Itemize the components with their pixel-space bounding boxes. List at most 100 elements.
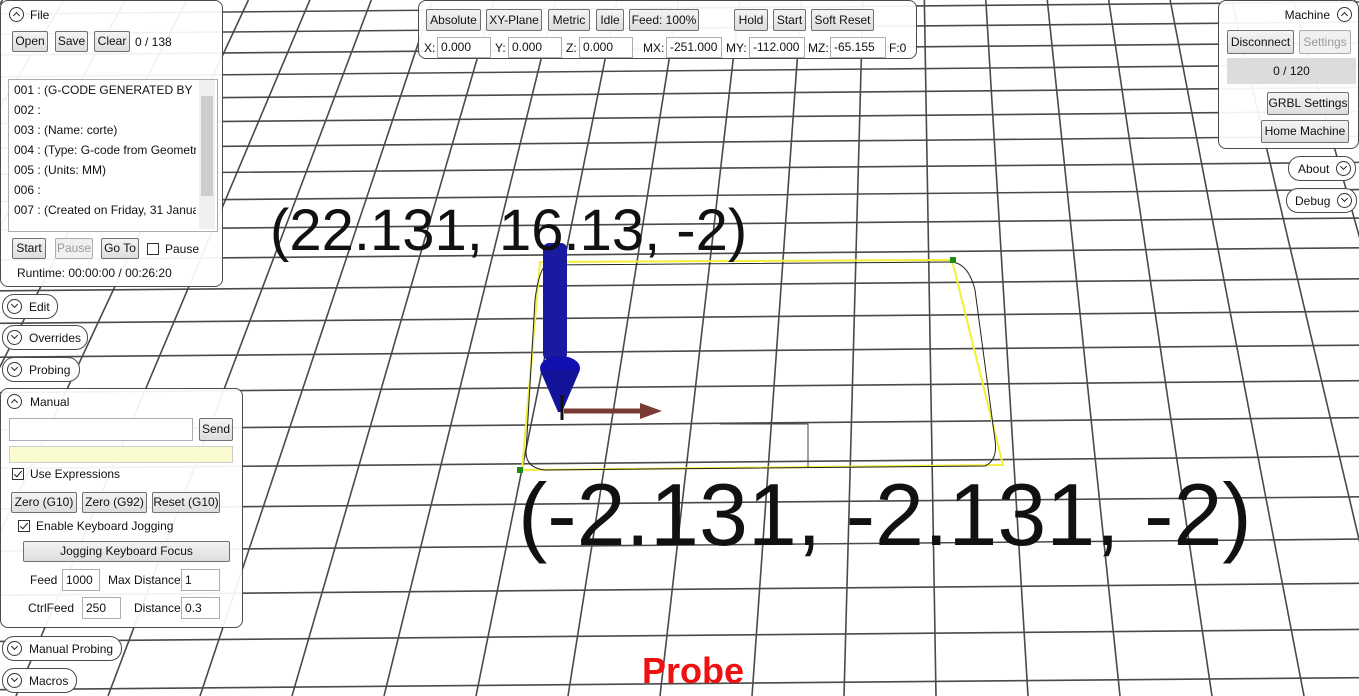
expand-icon[interactable] — [7, 299, 22, 314]
pause-button[interactable]: Pause — [55, 238, 93, 259]
grid-line — [0, 110, 1359, 125]
collapse-icon[interactable] — [7, 394, 22, 409]
section-title: Debug — [1295, 194, 1331, 208]
coord-value: -65.155 — [830, 37, 886, 58]
grbl-settings-button[interactable]: GRBL Settings — [1267, 92, 1349, 115]
coord-label: MZ: — [808, 41, 829, 55]
expand-icon[interactable] — [7, 673, 22, 688]
edit-section[interactable]: Edit — [2, 294, 58, 319]
gcode-line[interactable]: 006 : — [14, 183, 41, 197]
grid-line — [751, 0, 803, 696]
ctrl-feed-input[interactable]: 250 — [82, 597, 121, 619]
grid-line — [383, 0, 557, 696]
coord-label: Y: — [495, 41, 506, 55]
zero-g10-button[interactable]: Zero (G10) — [11, 492, 77, 513]
collapse-icon[interactable] — [1337, 7, 1352, 22]
scrollbar[interactable] — [199, 80, 215, 229]
toolpath-pocket — [720, 423, 809, 468]
gcode-line[interactable]: 005 : (Units: MM) — [14, 163, 107, 177]
toolbar-button[interactable]: Feed: 100% — [629, 9, 699, 31]
field-label: CtrlFeed — [28, 601, 75, 615]
send-button[interactable]: Send — [199, 418, 233, 441]
reset-g10-button[interactable]: Reset (G10) — [152, 492, 220, 513]
manual-probing-section[interactable]: Manual Probing — [2, 636, 122, 661]
toolbar-button[interactable]: Absolute — [426, 9, 481, 31]
progress-bar: 0 / 120 — [1227, 58, 1356, 84]
grid-line — [923, 0, 937, 696]
settings-button[interactable]: Settings — [1299, 30, 1351, 54]
panel-title: Machine — [1284, 8, 1330, 22]
gcode-line[interactable]: 001 : (G-CODE GENERATED BY FLA — [14, 83, 196, 97]
pause-checkbox[interactable] — [147, 243, 159, 255]
disconnect-button[interactable]: Disconnect — [1227, 30, 1294, 54]
scroll-thumb[interactable] — [201, 96, 213, 196]
line-count: 0 / 138 — [135, 35, 172, 49]
expand-icon[interactable] — [7, 330, 22, 345]
use-expressions-checkbox[interactable] — [12, 468, 24, 480]
feed-rate: F:0 — [889, 41, 907, 55]
section-title: Overrides — [29, 331, 82, 345]
about-section[interactable]: About — [1288, 156, 1356, 181]
runtime: Runtime: 00:00:00 / 00:26:20 — [17, 266, 172, 280]
save-button[interactable]: Save — [55, 31, 88, 52]
gcode-line[interactable]: 003 : (Name: corte) — [14, 123, 118, 137]
feed-input[interactable]: 1000 — [62, 569, 100, 591]
checkbox-label: Pause — [165, 242, 200, 256]
overrides-section[interactable]: Overrides — [2, 325, 88, 350]
machine-panel: Machine Disconnect Settings 0 / 120 GRBL… — [1218, 0, 1359, 149]
expand-icon[interactable] — [1337, 193, 1352, 208]
coord-value: -112.000 — [749, 37, 805, 58]
enable-jogging-checkbox[interactable] — [18, 520, 30, 532]
grid-line — [0, 135, 1359, 150]
manual-panel: Manual Send Use Expressions Zero (G10) Z… — [0, 388, 243, 628]
toolbar-button[interactable]: XY-Plane — [486, 9, 542, 31]
zero-g92-button[interactable]: Zero (G92) — [82, 492, 147, 513]
distance-input[interactable]: 0.3 — [181, 597, 220, 619]
toolbar-button[interactable]: Start — [773, 9, 806, 31]
toolbar-button[interactable]: Hold — [734, 9, 768, 31]
bound-marker — [517, 467, 523, 473]
status-label: Probe — [642, 650, 744, 691]
field-label: Feed — [30, 573, 58, 587]
checkbox-label: Use Expressions — [30, 467, 121, 481]
toolbar-button[interactable]: Idle — [596, 9, 624, 31]
max-distance-input[interactable]: 1 — [181, 569, 220, 591]
grid-line — [0, 628, 1359, 643]
probing-section[interactable]: Probing — [2, 357, 80, 382]
gcode-line[interactable]: 004 : (Type: G-code from Geometr — [14, 143, 196, 157]
command-input[interactable] — [9, 418, 193, 441]
file-panel: File Open Save Clear 0 / 138 001 : (G-CO… — [0, 0, 223, 287]
expand-icon[interactable] — [1336, 161, 1351, 176]
coordinate-label: (-2.131, -2.131, -2) — [518, 465, 1252, 564]
collapse-icon[interactable] — [9, 7, 24, 22]
macros-section[interactable]: Macros — [2, 668, 77, 693]
jog-focus-button[interactable]: Jogging Keyboard Focus — [23, 541, 230, 562]
coord-value: 0.000 — [579, 37, 633, 58]
toolbar-button[interactable]: Soft Reset — [811, 9, 874, 31]
goto-button[interactable]: Go To — [101, 238, 139, 259]
grid-line — [843, 0, 864, 696]
gcode-line[interactable]: 007 : (Created on Friday, 31 Janua — [14, 203, 196, 217]
expand-icon[interactable] — [7, 641, 22, 656]
grid-line — [0, 310, 1359, 325]
debug-section[interactable]: Debug — [1286, 188, 1357, 213]
grid-line — [1107, 0, 1213, 696]
clear-button[interactable]: Clear — [94, 31, 130, 52]
expand-icon[interactable] — [7, 362, 22, 377]
grid-line — [0, 676, 1359, 691]
grid-line — [659, 0, 741, 696]
gcode-list[interactable]: 001 : (G-CODE GENERATED BY FLA 002 : 003… — [8, 79, 218, 232]
start-button[interactable]: Start — [12, 238, 46, 259]
bound-marker — [950, 257, 956, 263]
home-machine-button[interactable]: Home Machine — [1261, 120, 1349, 143]
coord-value: -251.000 — [666, 37, 722, 58]
field-label: Max Distance — [108, 573, 181, 587]
coord-label: MY: — [726, 41, 747, 55]
open-button[interactable]: Open — [12, 31, 48, 52]
gcode-line[interactable]: 002 : — [14, 103, 41, 117]
coord-value: 0.000 — [437, 37, 491, 58]
grid-line — [0, 86, 1359, 101]
toolbar-button[interactable]: Metric — [548, 9, 590, 31]
